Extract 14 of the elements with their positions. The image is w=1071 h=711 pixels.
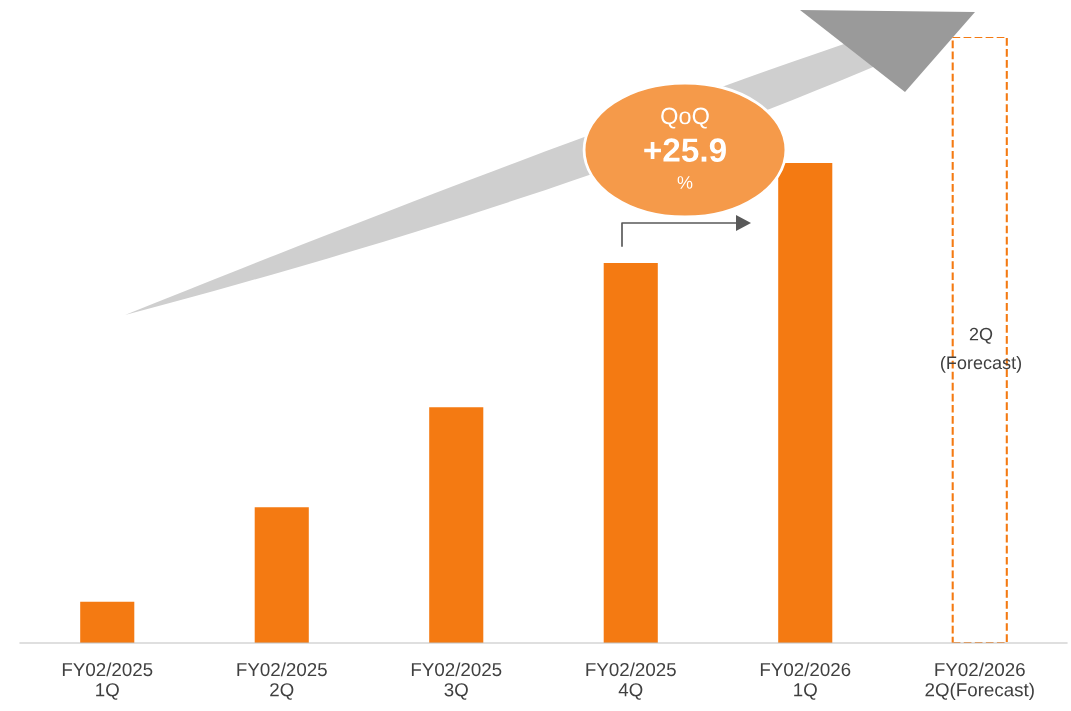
x-tick-label: FY02/2025 2Q [237, 662, 327, 700]
x-tick-label: FY02/2025 4Q [586, 662, 676, 700]
bar [603, 263, 658, 643]
x-tick-label: FY02/2026 2Q(Forecast) [925, 662, 1034, 701]
bar [254, 507, 309, 643]
annotation: QoQ [661, 107, 709, 129]
annotation: +25.9 [644, 138, 726, 162]
bar [80, 601, 135, 643]
x-tick-label: FY02/2025 3Q [411, 662, 502, 700]
x-tick-label: FY02/2025 1Q [62, 662, 153, 700]
x-tick-label: FY02/2026 1Q [760, 662, 851, 700]
annotation: % [677, 176, 693, 189]
bar [429, 407, 484, 643]
bar [778, 163, 833, 643]
